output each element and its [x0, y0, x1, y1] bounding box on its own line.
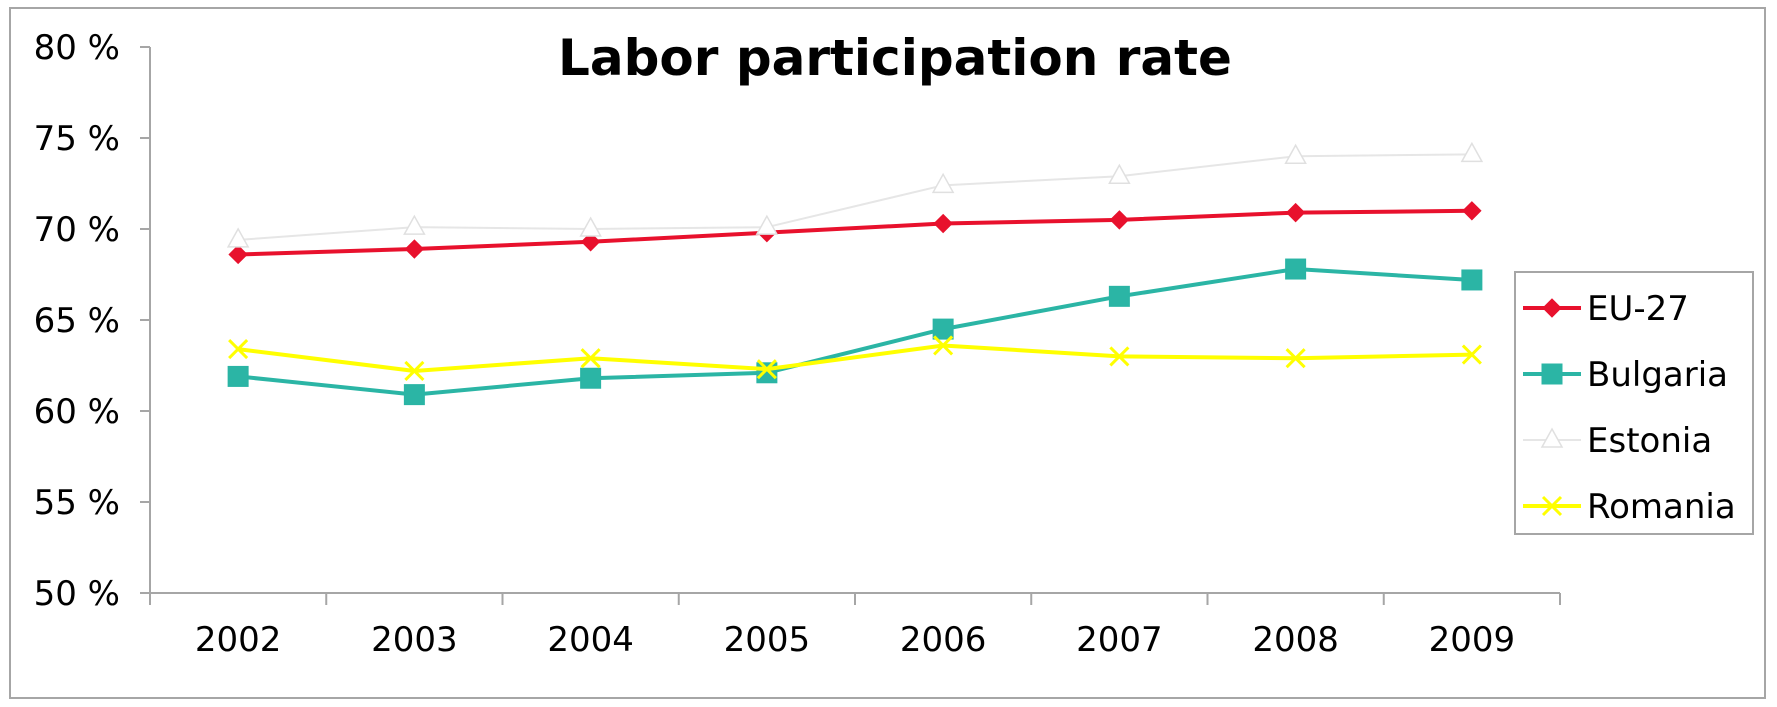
- data-point-x: [933, 335, 954, 356]
- legend-item: Romania: [1523, 487, 1736, 527]
- data-point-x: [756, 359, 777, 380]
- y-tick-label: 55 %: [34, 483, 120, 523]
- legend-label: Bulgaria: [1587, 355, 1728, 395]
- legend-label: EU-27: [1587, 289, 1689, 329]
- data-point-square: [403, 384, 425, 406]
- data-point-triangle: [931, 172, 955, 194]
- x-tick-label: 2005: [724, 620, 811, 660]
- data-point-x: [228, 339, 249, 360]
- data-point-diamond: [1109, 210, 1130, 230]
- chart-title: Labor participation rate: [558, 29, 1232, 87]
- data-point-square: [227, 365, 249, 387]
- data-point-triangle: [226, 227, 250, 248]
- data-point-square: [580, 367, 602, 389]
- y-tick-label: 50 %: [34, 574, 120, 614]
- legend-label: Estonia: [1587, 421, 1712, 461]
- data-point-x: [404, 360, 425, 382]
- data-point-diamond: [933, 213, 953, 234]
- data-point-square: [1285, 258, 1307, 280]
- series-line: [237, 267, 1472, 397]
- y-tick-label: 60 %: [34, 392, 120, 432]
- data-point-x: [1285, 348, 1306, 369]
- data-point-triangle: [1460, 141, 1484, 163]
- data-point-diamond: [1462, 201, 1482, 221]
- data-point-square: [1108, 285, 1130, 307]
- data-point-diamond: [228, 244, 248, 265]
- legend-item: EU-27: [1523, 289, 1689, 329]
- legend: EU-27 Bulgaria Estonia Romania: [1514, 271, 1754, 535]
- series-eu-27: [228, 201, 1482, 265]
- data-point-x: [1461, 344, 1482, 365]
- data-point-triangle: [755, 214, 779, 235]
- series-line: [238, 208, 1472, 257]
- x-tick-label: 2006: [900, 620, 987, 660]
- x-tick-label: 2004: [547, 620, 634, 660]
- legend-item: Estonia: [1523, 421, 1712, 461]
- series-bulgaria: [227, 258, 1483, 406]
- series-layer: [226, 141, 1484, 406]
- axes: 50 % 55 % 60 % 65 % 70 % 75 % 80 % 2002 2003 2004…: [34, 28, 1561, 660]
- data-point-square: [932, 318, 954, 340]
- data-point-square: [1541, 363, 1563, 385]
- legend-label: Romania: [1587, 487, 1736, 527]
- data-point-triangle: [1540, 427, 1564, 448]
- data-point-diamond: [580, 232, 601, 252]
- x-tick-label: 2009: [1429, 620, 1516, 660]
- data-point-x: [1541, 495, 1563, 517]
- data-point-x: [1109, 346, 1130, 367]
- x-tick-label: 2008: [1252, 620, 1339, 660]
- x-tick-label: 2002: [195, 620, 282, 660]
- data-point-diamond: [404, 239, 425, 259]
- data-point-triangle: [579, 216, 602, 237]
- data-point-triangle: [1284, 143, 1307, 164]
- series-romania: [228, 335, 1482, 382]
- data-point-square: [1461, 269, 1483, 291]
- x-tick-label: 2003: [371, 620, 458, 660]
- legend-item: Bulgaria: [1523, 355, 1728, 395]
- data-point-diamond: [1285, 202, 1306, 223]
- y-tick-label: 70 %: [34, 210, 120, 250]
- data-point-diamond: [1542, 298, 1562, 318]
- y-tick-label: 75 %: [34, 119, 120, 159]
- legend-box: [1514, 271, 1754, 535]
- series-estonia: [226, 141, 1484, 248]
- data-point-triangle: [1108, 163, 1131, 184]
- data-point-x: [580, 348, 601, 369]
- series-line: [237, 343, 1472, 373]
- x-tick-label: 2007: [1076, 620, 1163, 660]
- series-line: [238, 153, 1472, 241]
- y-tick-label: 80 %: [34, 28, 120, 68]
- y-tick-label: 65 %: [34, 301, 120, 341]
- data-point-square: [756, 362, 778, 384]
- data-point-triangle: [403, 214, 426, 235]
